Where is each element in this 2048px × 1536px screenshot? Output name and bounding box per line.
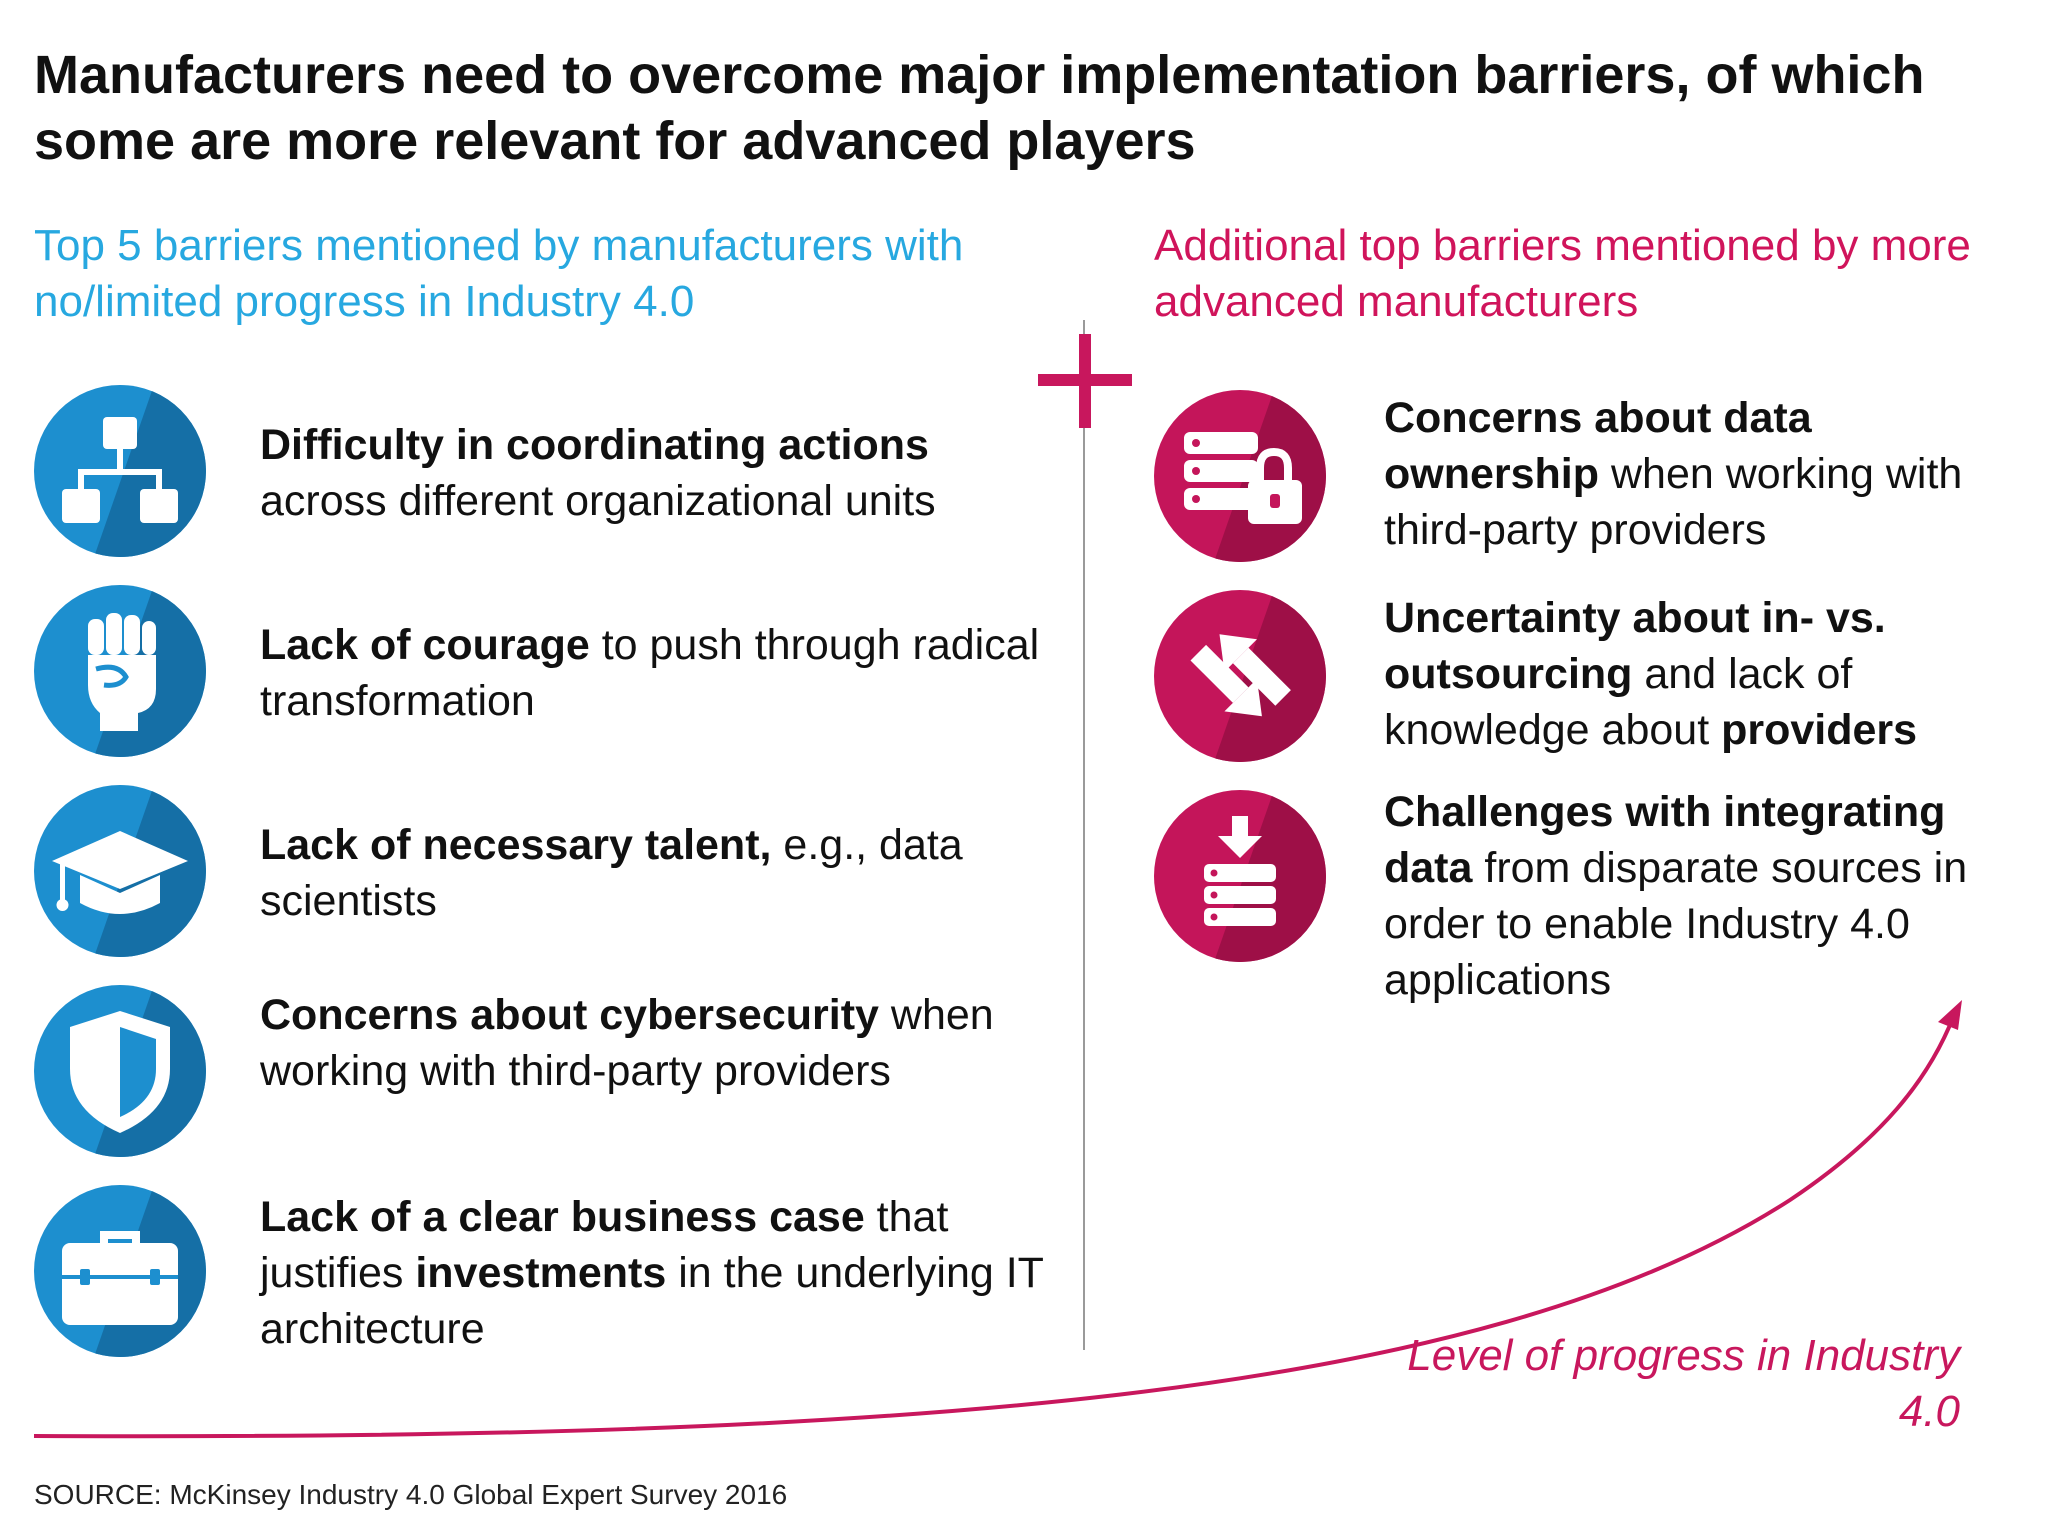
server-lock-icon bbox=[1154, 390, 1326, 562]
barrier-text: Lack of necessary talent, e.g., data sci… bbox=[260, 821, 963, 925]
barrier-text: Lack of courage to push through radical … bbox=[260, 621, 1040, 725]
org-chart-icon bbox=[34, 385, 206, 557]
plus-icon bbox=[1038, 334, 1132, 428]
raised-fist-icon bbox=[34, 585, 206, 757]
barrier-text: Challenges with integrating data from di… bbox=[1384, 788, 1968, 1004]
column-divider bbox=[1083, 320, 1085, 1350]
briefcase-icon bbox=[34, 1185, 206, 1357]
barrier-text: Difficulty in coordinating actions acros… bbox=[260, 421, 936, 525]
right-column-heading: Additional top barriers mentioned by mor… bbox=[1154, 221, 1971, 326]
progress-label: Level of progress in Industry 4.0 bbox=[1407, 1331, 1960, 1436]
page-title: Manufacturers need to overcome major imp… bbox=[34, 45, 1925, 171]
barrier-text: Concerns about cybersecurity when workin… bbox=[260, 991, 994, 1095]
shield-icon bbox=[34, 985, 206, 1157]
graduation-cap-icon bbox=[34, 785, 206, 957]
barrier-text: Lack of a clear business case that justi… bbox=[260, 1193, 1044, 1353]
data-download-icon bbox=[1154, 790, 1326, 962]
barrier-text: Uncertainty about in- vs. outsourcing an… bbox=[1384, 594, 1918, 754]
swap-arrows-icon bbox=[1154, 590, 1326, 762]
barrier-text: Concerns about data ownership when worki… bbox=[1384, 394, 1963, 554]
source-note: SOURCE: McKinsey Industry 4.0 Global Exp… bbox=[34, 1479, 788, 1510]
left-column-heading: Top 5 barriers mentioned by manufacturer… bbox=[34, 221, 964, 326]
